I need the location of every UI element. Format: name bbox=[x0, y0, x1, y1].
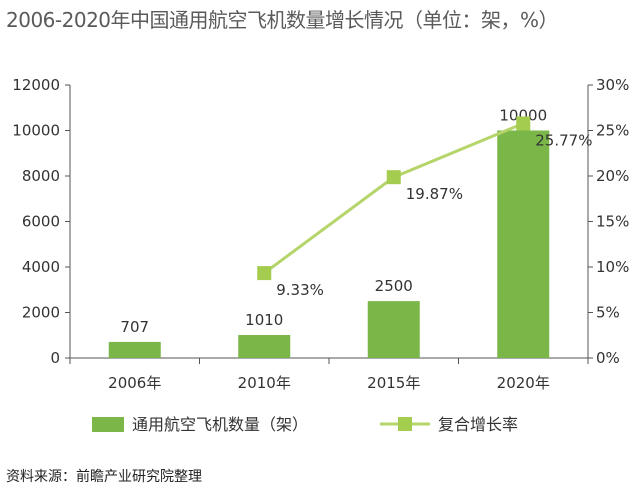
left-tick-label: 2000 bbox=[22, 304, 60, 322]
right-tick-label: 5% bbox=[596, 304, 620, 322]
legend-line-label: 复合增长率 bbox=[438, 415, 518, 434]
left-tick-label: 12000 bbox=[12, 76, 60, 94]
bar-value-label: 2500 bbox=[375, 277, 413, 295]
chart-title: 2006-2020年中国通用航空飞机数量增长情况（单位：架，%） bbox=[6, 8, 559, 32]
left-ticks: 0 2000 4000 6000 8000 10000 12000 bbox=[12, 76, 70, 367]
rate-value-label: 25.77% bbox=[535, 131, 592, 149]
rate-series-line bbox=[263, 122, 524, 275]
rate-point bbox=[516, 116, 531, 131]
bar bbox=[367, 301, 420, 358]
x-tick-label: 2010年 bbox=[238, 374, 291, 392]
left-tick-label: 8000 bbox=[22, 167, 60, 185]
right-tick-label: 30% bbox=[596, 76, 629, 94]
right-tick-label: 25% bbox=[596, 122, 629, 140]
legend-line-marker bbox=[398, 417, 412, 431]
right-tick-label: 10% bbox=[596, 258, 629, 276]
rate-point bbox=[257, 266, 272, 281]
bars bbox=[108, 130, 550, 358]
left-tick-label: 0 bbox=[50, 349, 60, 367]
x-tick-label: 2015年 bbox=[367, 374, 420, 392]
bar bbox=[238, 335, 291, 358]
rate-value-label: 9.33% bbox=[276, 281, 324, 299]
x-tick-label: 2006年 bbox=[108, 374, 161, 392]
left-tick-label: 6000 bbox=[22, 213, 60, 231]
right-tick-label: 15% bbox=[596, 213, 629, 231]
left-tick-label: 10000 bbox=[12, 122, 60, 140]
rate-line bbox=[257, 116, 531, 281]
legend-bar-swatch bbox=[92, 417, 124, 432]
right-tick-label: 0% bbox=[596, 349, 620, 367]
bar-value-label: 10000 bbox=[499, 107, 547, 125]
left-tick-label: 4000 bbox=[22, 258, 60, 276]
x-tick-label: 2020年 bbox=[497, 374, 550, 392]
bar-value-label: 707 bbox=[120, 318, 149, 336]
bar-value-label: 1010 bbox=[245, 311, 283, 329]
right-ticks: 0% 5% 10% 15% 20% 25% 30% bbox=[588, 76, 629, 367]
x-ticks: 2006年 2010年 2015年 2020年 bbox=[69, 358, 589, 392]
bar bbox=[108, 341, 161, 358]
bar bbox=[497, 130, 550, 358]
rate-value-label: 19.87% bbox=[406, 185, 463, 203]
right-tick-label: 20% bbox=[596, 167, 629, 185]
bar-labels: 707 1010 2500 10000 bbox=[120, 107, 547, 336]
rate-point bbox=[386, 170, 401, 185]
legend-bar-label: 通用航空飞机数量（架） bbox=[132, 415, 308, 434]
rate-labels: 9.33% 19.87% 25.77% bbox=[276, 131, 592, 299]
source-note: 资料来源：前瞻产业研究院整理 bbox=[6, 469, 202, 485]
legend: 通用航空飞机数量（架） 复合增长率 bbox=[92, 415, 518, 434]
